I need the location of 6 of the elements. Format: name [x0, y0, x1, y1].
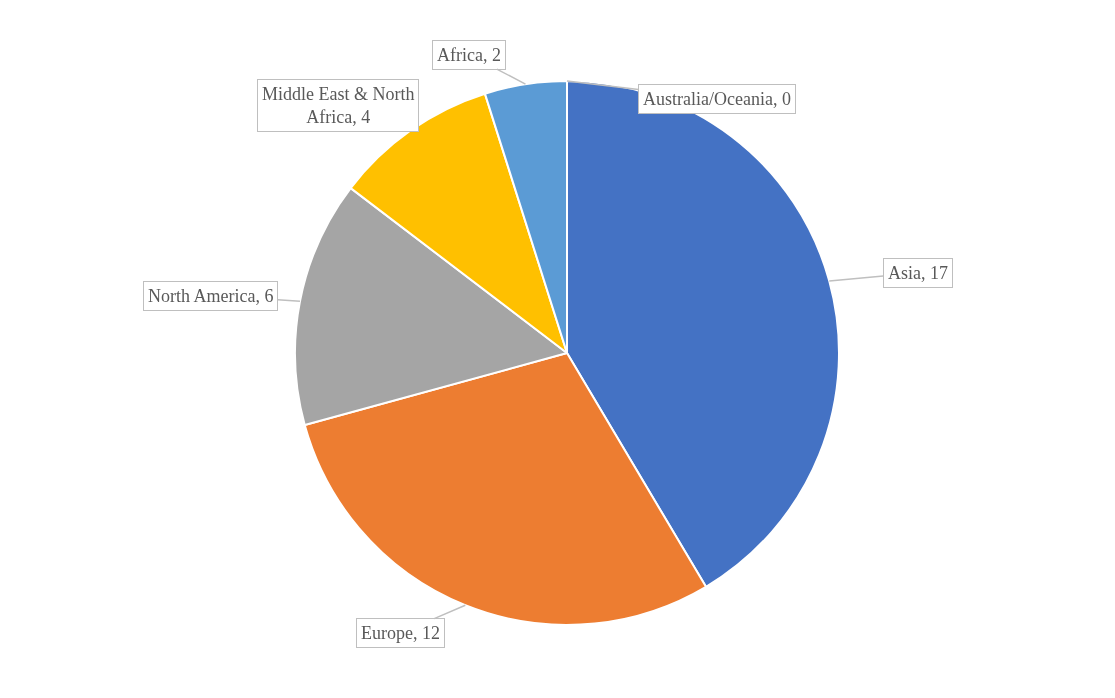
slice-label: Europe, 12 — [361, 623, 440, 643]
slice-label: North America, 6 — [148, 286, 274, 306]
slice-label: Africa, 2 — [437, 45, 501, 65]
slice-label: Asia, 17 — [888, 263, 948, 283]
slice-label: Middle East & North Africa, 4 — [262, 84, 415, 128]
category-label: Australia/Oceania, 0 — [643, 89, 791, 109]
